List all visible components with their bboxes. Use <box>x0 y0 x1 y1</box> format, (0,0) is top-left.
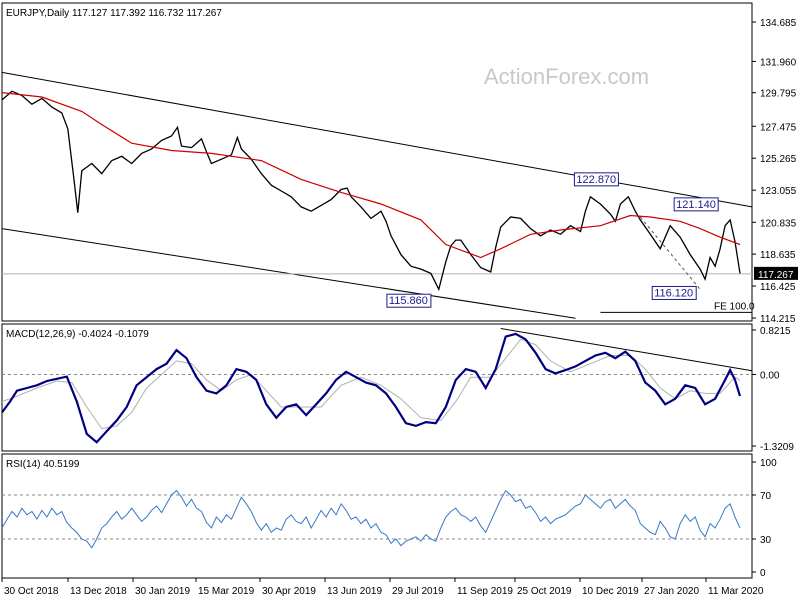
price-y-tick-label: 127.475 <box>760 122 797 133</box>
last-price-badge-label: 117.267 <box>758 270 794 281</box>
price-y-tick-label: 118.635 <box>760 250 796 261</box>
annotation-label-3: 116.120 <box>654 287 693 299</box>
annotation-label-2: 121.140 <box>676 199 716 211</box>
fe-level-label: FE 100.0 <box>714 301 755 312</box>
rsi-y-tick-label: 0 <box>760 568 766 579</box>
rsi-panel-header: RSI(14) 40.5199 <box>6 459 80 470</box>
price-plot: FE 100.0 115.860 122.870 121.140 116.120 <box>1 71 755 319</box>
macd-y-tick-label: -1.3209 <box>760 442 794 453</box>
price-y-tick-label: 116.425 <box>760 282 796 293</box>
rsi-plot <box>1 489 752 549</box>
rsi-y-tick-label: 30 <box>760 535 772 546</box>
annotation-box-1 <box>573 172 619 187</box>
macd-line <box>1 332 742 444</box>
macd-plot <box>1 328 753 444</box>
price-panel-header: EURJPY,Daily 117.127 117.392 116.732 117… <box>6 8 222 19</box>
rsi-line <box>1 489 741 549</box>
x-tick-label: 30 Jan 2019 <box>135 586 190 597</box>
x-tick-label: 11 Mar 2020 <box>708 586 764 597</box>
annotation-label-1: 122.870 <box>576 174 616 186</box>
x-tick-label: 29 Jul 2019 <box>392 586 444 597</box>
price-y-tick-label: 131.960 <box>760 57 797 68</box>
annotation-box-3 <box>651 285 697 300</box>
channel-line-0 <box>1 71 753 208</box>
x-tick-label: 27 Jan 2020 <box>644 586 699 597</box>
x-tick-label: 25 Oct 2019 <box>517 586 572 597</box>
price-y-tick-label: 134.685 <box>760 18 797 29</box>
annotation-label-0: 115.860 <box>389 295 428 307</box>
price-y-tick-label: 123.055 <box>760 186 797 197</box>
price-y-tick-label: 129.795 <box>760 89 797 100</box>
macd-y-tick-label: 0.00 <box>760 370 780 381</box>
macd-trend-line <box>500 328 753 372</box>
last-price-badge <box>754 266 798 280</box>
watermark: ActionForex.com <box>484 64 649 89</box>
rsi-y-tick-label: 100 <box>760 458 777 469</box>
price-y-tick-label: 120.835 <box>760 218 797 229</box>
x-tick-label: 30 Apr 2019 <box>262 586 316 597</box>
annotation-box-2 <box>673 197 719 212</box>
x-tick-label: 13 Jun 2019 <box>327 586 382 597</box>
x-tick-label: 30 Oct 2018 <box>4 586 59 597</box>
rsi-y-tick-label: 70 <box>760 491 772 502</box>
axes: 134.685 131.960 129.795 127.475 125.265 123.0… <box>1 18 798 597</box>
projection-line <box>639 216 701 290</box>
annotation-box-0 <box>386 293 432 308</box>
price-y-tick-label: 125.265 <box>760 154 797 165</box>
x-tick-label: 13 Dec 2018 <box>70 586 127 597</box>
moving-average-series <box>1 92 741 259</box>
price-panel-frame <box>1 2 753 322</box>
rsi-panel-frame <box>1 453 753 579</box>
x-tick-label: 11 Sep 2019 <box>457 586 513 597</box>
macd-y-tick-label: 0.8215 <box>760 326 791 337</box>
x-tick-label: 10 Dec 2019 <box>582 586 639 597</box>
price-series <box>1 90 741 292</box>
macd-panel-header: MACD(12,26,9) -0.4024 -0.1079 <box>6 329 149 340</box>
macd-panel-frame <box>1 323 753 452</box>
macd-signal-line <box>1 338 741 430</box>
price-y-tick-label: 114.215 <box>760 314 796 325</box>
x-tick-label: 15 Mar 2019 <box>198 586 255 597</box>
